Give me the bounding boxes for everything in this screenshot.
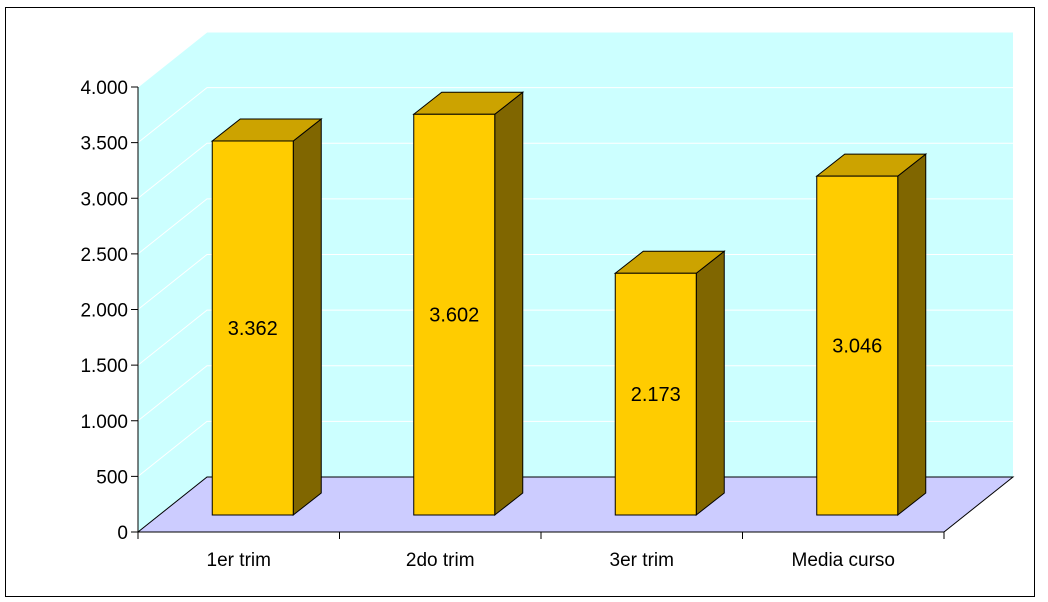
y-tick-label: 2.500 (80, 245, 128, 266)
y-tick-label: 0 (117, 523, 128, 544)
bar-side (494, 91, 524, 517)
gridlines (137, 31, 1013, 477)
data-label: 3.362 (228, 318, 278, 340)
bar-front (614, 272, 697, 516)
y-tick-label: 3.500 (80, 134, 128, 155)
bars (210, 91, 928, 517)
category-label: Media curso (792, 550, 896, 571)
bar-side (897, 153, 927, 517)
labels: 0 500 1.000 1.500 2.000 2.500 3.000 3.500 4.000 3… (80, 78, 895, 571)
y-tick-label: 4.000 (80, 78, 128, 99)
bar (210, 117, 323, 517)
category-label: 1er trim (207, 550, 271, 571)
gridline (137, 31, 1013, 88)
data-label: 2.173 (631, 384, 681, 406)
bar (815, 153, 928, 517)
y-tick-label: 3.000 (80, 189, 128, 210)
gridline (137, 309, 1013, 366)
data-label: 3.046 (832, 336, 882, 358)
bar-side (695, 250, 725, 517)
axes (131, 86, 945, 539)
gridline (137, 254, 1013, 310)
y-tick-label: 1.500 (80, 356, 128, 377)
data-label: 3.602 (429, 305, 479, 327)
bar (613, 250, 726, 517)
bar-front (816, 175, 899, 516)
bar (412, 91, 525, 517)
bar-front (413, 113, 496, 516)
gridline (137, 198, 1013, 255)
bar-front (211, 140, 294, 516)
bar-side (292, 117, 322, 517)
gridline (137, 87, 1013, 144)
gridline (137, 420, 1013, 477)
category-label: 2do trim (406, 550, 475, 571)
y-tick-label: 2.000 (80, 301, 128, 322)
gridline (137, 365, 1013, 422)
y-tick-label: 500 (96, 467, 128, 488)
y-tick-label: 1.000 (80, 412, 128, 433)
category-label: 3er trim (610, 550, 674, 571)
gridline (137, 142, 1013, 199)
